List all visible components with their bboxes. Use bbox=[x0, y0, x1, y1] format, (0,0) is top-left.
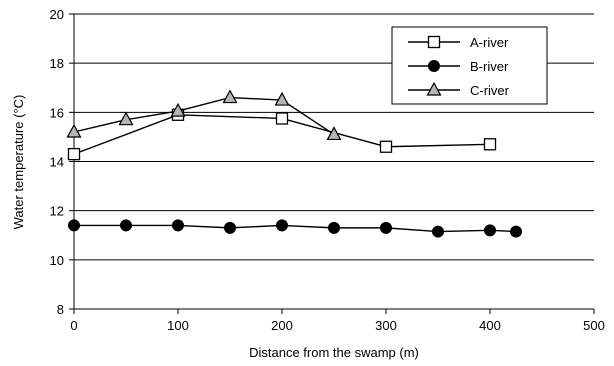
data-point bbox=[380, 221, 392, 234]
legend-item: C-river bbox=[408, 81, 510, 98]
data-point bbox=[326, 126, 342, 141]
y-tick-label: 14 bbox=[50, 155, 64, 170]
x-tick-label: 300 bbox=[375, 318, 397, 333]
data-point bbox=[224, 221, 236, 234]
y-tick-label: 12 bbox=[50, 204, 64, 219]
x-tick-label: 200 bbox=[271, 318, 293, 333]
legend-item: B-river bbox=[408, 59, 509, 74]
data-point bbox=[432, 225, 444, 238]
y-tick-label: 16 bbox=[50, 105, 64, 120]
y-tick-label: 18 bbox=[50, 56, 64, 71]
data-point bbox=[328, 221, 340, 234]
series-line bbox=[74, 224, 517, 233]
data-point bbox=[483, 138, 497, 151]
legend-label: C-river bbox=[470, 83, 510, 98]
y-tick-label: 10 bbox=[50, 253, 64, 268]
data-point bbox=[222, 89, 238, 104]
series-layer bbox=[66, 89, 522, 238]
x-axis-ticks: 0 100 200 300 400 500 bbox=[70, 309, 605, 333]
legend: A-river B-river C-river bbox=[391, 26, 548, 105]
data-point bbox=[172, 219, 184, 232]
y-tick-label: 8 bbox=[57, 302, 64, 317]
data-point bbox=[66, 123, 82, 138]
y-axis-title: Water temperature (°C) bbox=[11, 95, 26, 230]
data-point bbox=[68, 219, 80, 232]
legend-marker bbox=[426, 81, 442, 96]
gridlines bbox=[74, 13, 594, 261]
data-point bbox=[67, 147, 81, 161]
data-point bbox=[170, 102, 186, 117]
y-tick-label: 20 bbox=[50, 7, 64, 22]
x-axis-title: Distance from the swamp (m) bbox=[249, 345, 419, 360]
data-point bbox=[120, 219, 132, 232]
data-point bbox=[275, 112, 289, 125]
legend-label: B-river bbox=[470, 59, 509, 74]
data-point bbox=[379, 140, 393, 153]
series-line bbox=[73, 96, 335, 136]
legend-marker bbox=[427, 35, 441, 49]
x-tick-label: 0 bbox=[70, 318, 77, 333]
series-c-river bbox=[66, 89, 342, 141]
series-b-river bbox=[68, 219, 522, 238]
legend-marker bbox=[428, 60, 440, 72]
data-point bbox=[484, 224, 496, 237]
y-axis-ticks: 8 10 12 14 16 18 20 bbox=[50, 7, 74, 317]
legend-item: A-river bbox=[408, 35, 509, 50]
legend-label: A-river bbox=[470, 35, 509, 50]
data-point bbox=[276, 219, 288, 232]
x-tick-label: 500 bbox=[583, 318, 605, 333]
x-tick-label: 100 bbox=[167, 318, 189, 333]
data-point bbox=[118, 111, 134, 126]
data-point bbox=[510, 225, 522, 238]
data-point bbox=[274, 91, 290, 106]
x-tick-label: 400 bbox=[479, 318, 501, 333]
